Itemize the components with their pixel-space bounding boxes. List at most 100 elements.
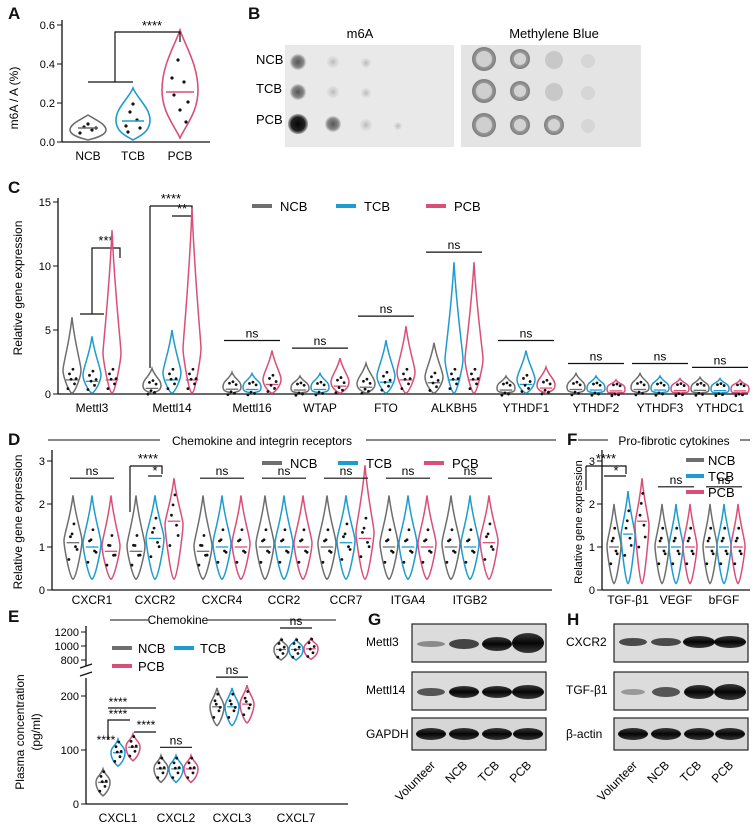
panel-c-violin-alkbh5-ncb-point [431,381,435,385]
panel-c-xlabel-7: YTHDF2 [573,401,620,415]
panel-f-violin-0-tcb-point [627,509,631,513]
panel-d-violin-ccr7-tcb [336,495,356,581]
panel-f-violin-1-pcb-point [691,552,695,556]
panel-c-violin-ythdf1-pcb-point [543,388,547,392]
panel-c-violin-mettl3-ncb [62,317,82,395]
panel-f-xlabel-0: TGF-β1 [607,593,649,606]
panel-c-violin-ythdf2-tcb-point [592,382,595,386]
panel-f-violin-2-ncb [702,503,718,585]
panel-e-violin-cxcl3-pcb-point [247,706,251,710]
panel-c-violin-ythdf3-ncb-point [637,390,641,394]
panel-d-violin-cxcr1-tcb [82,495,102,581]
panel-e-violin-cxcl7-tcb-point [291,655,295,659]
panel-letter-b: B [248,4,261,23]
panel-e-tick-1200: 1200 [55,627,79,639]
panel-f-xlabels: TGF-β1 VEGF bFGF [607,593,739,606]
panel-c-xlabel-5: ALKBH5 [431,401,477,415]
panel-d-violin-ccr2-pcb-point [305,550,309,554]
panel-b-mb-dots [472,47,595,137]
panel-c-violin-mettl14-tcb-point [174,377,178,381]
panel-d-ylabel: Relative gene expression [11,455,25,590]
panel-d-violin-cxcr2-pcb [164,478,184,581]
panel-f-violin-0-ncb-point [614,549,618,553]
panel-c-violin-mettl14-tcb [162,329,182,395]
panel-c-violin-fto-ncb-point [368,381,372,385]
panel-c-violin-ythdf2-ncb-point [575,380,579,384]
panel-f-violin-1-tcb-point [671,562,675,566]
panel-d-violin-cxcr2-ncb-point [138,553,142,557]
panel-c-violin-mettl14-tcb-point [168,372,171,376]
panel-d-violin-itga4-pcb-point [423,539,426,543]
panel-e-violin-cxcl2-ncb-point [161,771,165,775]
panel-h-row-cxcr2: CXCR2 [566,635,607,649]
panel-f-violin-2-tcb-point [723,526,727,530]
panel-d-violin-cxcr2-tcb-point [151,531,154,534]
panel-d-violin-itga4-tcb [398,495,418,581]
panel-c-violin-fto-ncb-point [360,391,364,395]
panel-letter-g: G [368,610,382,629]
panel-f-violin-1-pcb-point [685,562,689,566]
panel-d-violin-cxcr4-pcb-point [237,539,240,543]
panel-f-violin-2-ncb-point [709,526,713,530]
panel-e-violin-cxcl3-ncb [209,687,225,727]
panel-c-violin-wtap-pcb-point [336,378,339,382]
panel-c-violin-ythdf2-ncb [566,371,586,395]
panel-f-tick-0: 0 [589,585,595,597]
panel-c-violin-ythdc1-tcb-point [714,394,718,397]
panel-c-violin-mettl16-tcb-point [253,392,256,395]
panel-f-violin-1-ncb-point [663,552,667,556]
panel-c-violin-mettl16-tcb-point [248,382,251,385]
panel-e-violin-cxcl2-tcb-point [171,776,175,780]
panel-d-violin-cxcr1-ncb-point [67,558,71,561]
panel-c-xlabel-8: YTHDF3 [637,401,684,415]
panel-d-violin-cxcr4-ncb-point [199,543,202,547]
panel-c-tick-0: 0 [45,389,51,401]
panel-c-violin-ythdf3-tcb-point [661,392,664,396]
panel-c-violin-mettl16-pcb-point [268,377,271,380]
panel-c-xlabel-0: Mettl3 [76,401,109,415]
panel-c-violin-wtap-tcb-point [319,380,323,384]
panel-c-violin-mettl14-ncb-point [151,379,155,383]
panel-c-violin-fto-tcb-point [387,384,390,388]
panel-c-violin-mettl16-ncb-point [231,380,235,384]
panel-d-violin-cxcr4-tcb [212,495,232,581]
panel-d-violin-itga4-ncb [379,495,399,581]
panel-d-violin-cxcr4-ncb-point [205,553,209,557]
panel-f-violin-2-pcb-point [733,562,737,566]
panel-e-violin-cxcl1-pcb-point [133,749,137,753]
panel-c-violin-mettl3-ncb-point [68,372,71,376]
panel-e-violin-cxcl2-tcb-point [172,761,176,765]
panel-c-violin-fto-ncb-point [362,379,365,383]
panel-f-sig-tgf-a: **** [596,451,616,466]
panel-d-violin-ccr7-tcb-point [345,522,349,526]
panel-c-violin-ythdf3-ncb-point [636,382,639,385]
panel-g-lane-tcb: TCB [475,758,502,785]
panel-d-violin-cxcr1-tcb-point [86,560,90,564]
panel-f-violin-1-tcb-point [672,539,676,543]
panel-h-western-blot: CXCR2 TGF-β1 β-actin Volunteer NCB TCB P… [566,623,749,804]
panel-c-violin-alkbh5-tcb-point [453,367,457,371]
panel-d-violin-itgb2-pcb-point [485,535,488,539]
panel-c-violin-ythdf3-ncb-point [639,380,643,384]
panel-e-legend: NCB TCB PCB [112,641,226,674]
panel-e-legend-tcb: TCB [200,641,226,656]
panel-f-violin-1-tcb-point [676,549,680,553]
panel-c-violin-ythdf3-ncb-point [634,393,638,397]
panel-c-tick-1: 5 [45,325,51,337]
panel-f-violin-2-ncb-point [705,562,709,566]
panel-c-violin-mettl14-pcb-point [189,377,193,381]
panel-f-violin-1-ncb-point [659,536,663,540]
panel-c-violin-ythdf1-tcb-point [525,373,529,377]
panel-e-violin-cxcl1-tcb-point [118,755,122,759]
panel-d-sig-cxcr2-b: * [152,463,157,478]
panel-f-violin-2-pcb-point [735,536,739,540]
panel-d-violin-itga4-tcb-point [402,560,406,564]
panel-d-legend-pcb: PCB [452,456,479,471]
panel-c-violin-fto-pcb-point [405,367,409,371]
panel-d-xlabel-4: CCR7 [330,593,363,606]
panel-e-tick-800: 800 [61,655,79,667]
panel-c-violin-mettl3-pcb-point [109,377,113,381]
panel-d-violin-ccr2-pcb-point [299,539,302,543]
panel-e-violin-cxcl3-ncb-point [213,699,217,703]
panel-d-tick-2: 2 [39,499,45,511]
